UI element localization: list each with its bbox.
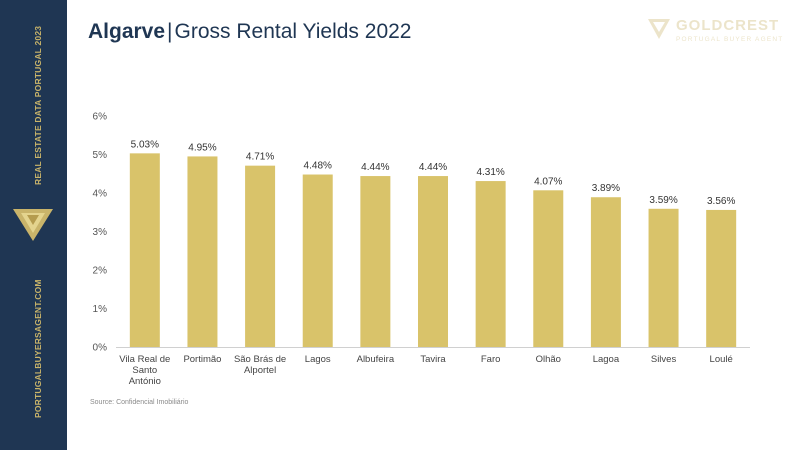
x-tick-label: Lagoa <box>593 354 620 365</box>
bar-value-label: 4.44% <box>361 162 389 173</box>
sidebar: REAL ESTATE DATA PORTUGAL 2023 PORTUGALB… <box>0 0 67 450</box>
x-tick-label: Loulé <box>710 354 733 365</box>
brand-name: GOLDCREST <box>676 17 780 34</box>
y-tick-label: 0% <box>93 343 108 354</box>
bar-value-label: 4.07% <box>534 176 562 187</box>
bar-value-label: 4.31% <box>476 167 504 178</box>
bar <box>706 209 737 347</box>
y-tick-label: 6% <box>93 112 108 123</box>
x-tick-label: Olhão <box>536 354 561 365</box>
x-tick-label: Portimão <box>183 354 221 365</box>
x-tick-label: António <box>129 376 161 387</box>
bar <box>302 174 333 347</box>
bar <box>475 181 506 347</box>
title-region: Algarve <box>88 20 166 43</box>
x-tick-label: São Brás de <box>234 354 286 365</box>
bar <box>590 197 621 347</box>
page-title: Algarve|Gross Rental Yields 2022 <box>88 20 411 44</box>
bar <box>418 176 448 347</box>
source-note: Source: Confidencial Imobiliário <box>90 399 189 406</box>
x-tick-label: Albufeira <box>357 354 395 365</box>
x-tick-label: Faro <box>481 354 501 365</box>
title-separator: | <box>167 20 173 43</box>
x-tick-label: Lagos <box>305 354 331 365</box>
bar-value-label: 4.71% <box>246 152 274 163</box>
bar <box>360 176 391 347</box>
bar-value-label: 4.44% <box>419 162 447 173</box>
bar <box>129 153 160 347</box>
bar <box>245 165 276 347</box>
y-tick-label: 3% <box>93 227 108 238</box>
bar-value-label: 4.95% <box>188 142 216 153</box>
x-tick-label: Vila Real de <box>119 354 170 365</box>
brand-tagline: PORTUGAL BUYER AGENT <box>676 36 784 43</box>
gold-triangle-logo-icon <box>13 209 53 241</box>
bar <box>533 190 564 347</box>
y-tick-label: 2% <box>93 266 108 277</box>
title-main: Gross Rental Yields 2022 <box>174 20 412 43</box>
y-tick-label: 1% <box>93 304 108 315</box>
bar-value-label: 4.48% <box>304 161 332 172</box>
bar-value-label: 3.89% <box>592 183 620 194</box>
x-tick-label: Silves <box>651 354 677 365</box>
bar <box>187 156 218 347</box>
bar-value-label: 5.03% <box>131 139 159 150</box>
x-tick-label: Tavira <box>420 354 446 365</box>
bar-value-label: 3.59% <box>649 195 677 206</box>
y-tick-label: 4% <box>93 189 108 200</box>
x-tick-label: Santo <box>132 365 157 376</box>
bar-value-label: 3.56% <box>707 196 735 207</box>
gold-triangle-logo-icon <box>648 19 670 39</box>
y-tick-label: 5% <box>93 150 108 161</box>
brand-logo: GOLDCREST PORTUGAL BUYER AGENT <box>646 16 796 50</box>
x-tick-label: Alportel <box>244 365 276 376</box>
bar <box>648 208 679 347</box>
